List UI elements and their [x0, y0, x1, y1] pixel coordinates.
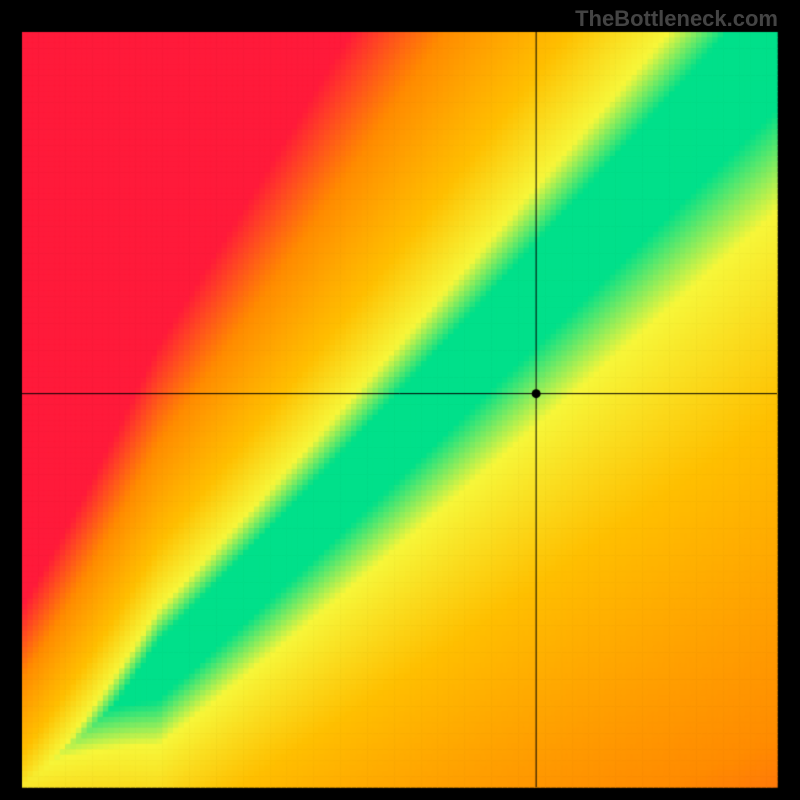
bottleneck-heatmap	[0, 0, 800, 800]
chart-container: TheBottleneck.com	[0, 0, 800, 800]
watermark-text: TheBottleneck.com	[575, 6, 778, 32]
